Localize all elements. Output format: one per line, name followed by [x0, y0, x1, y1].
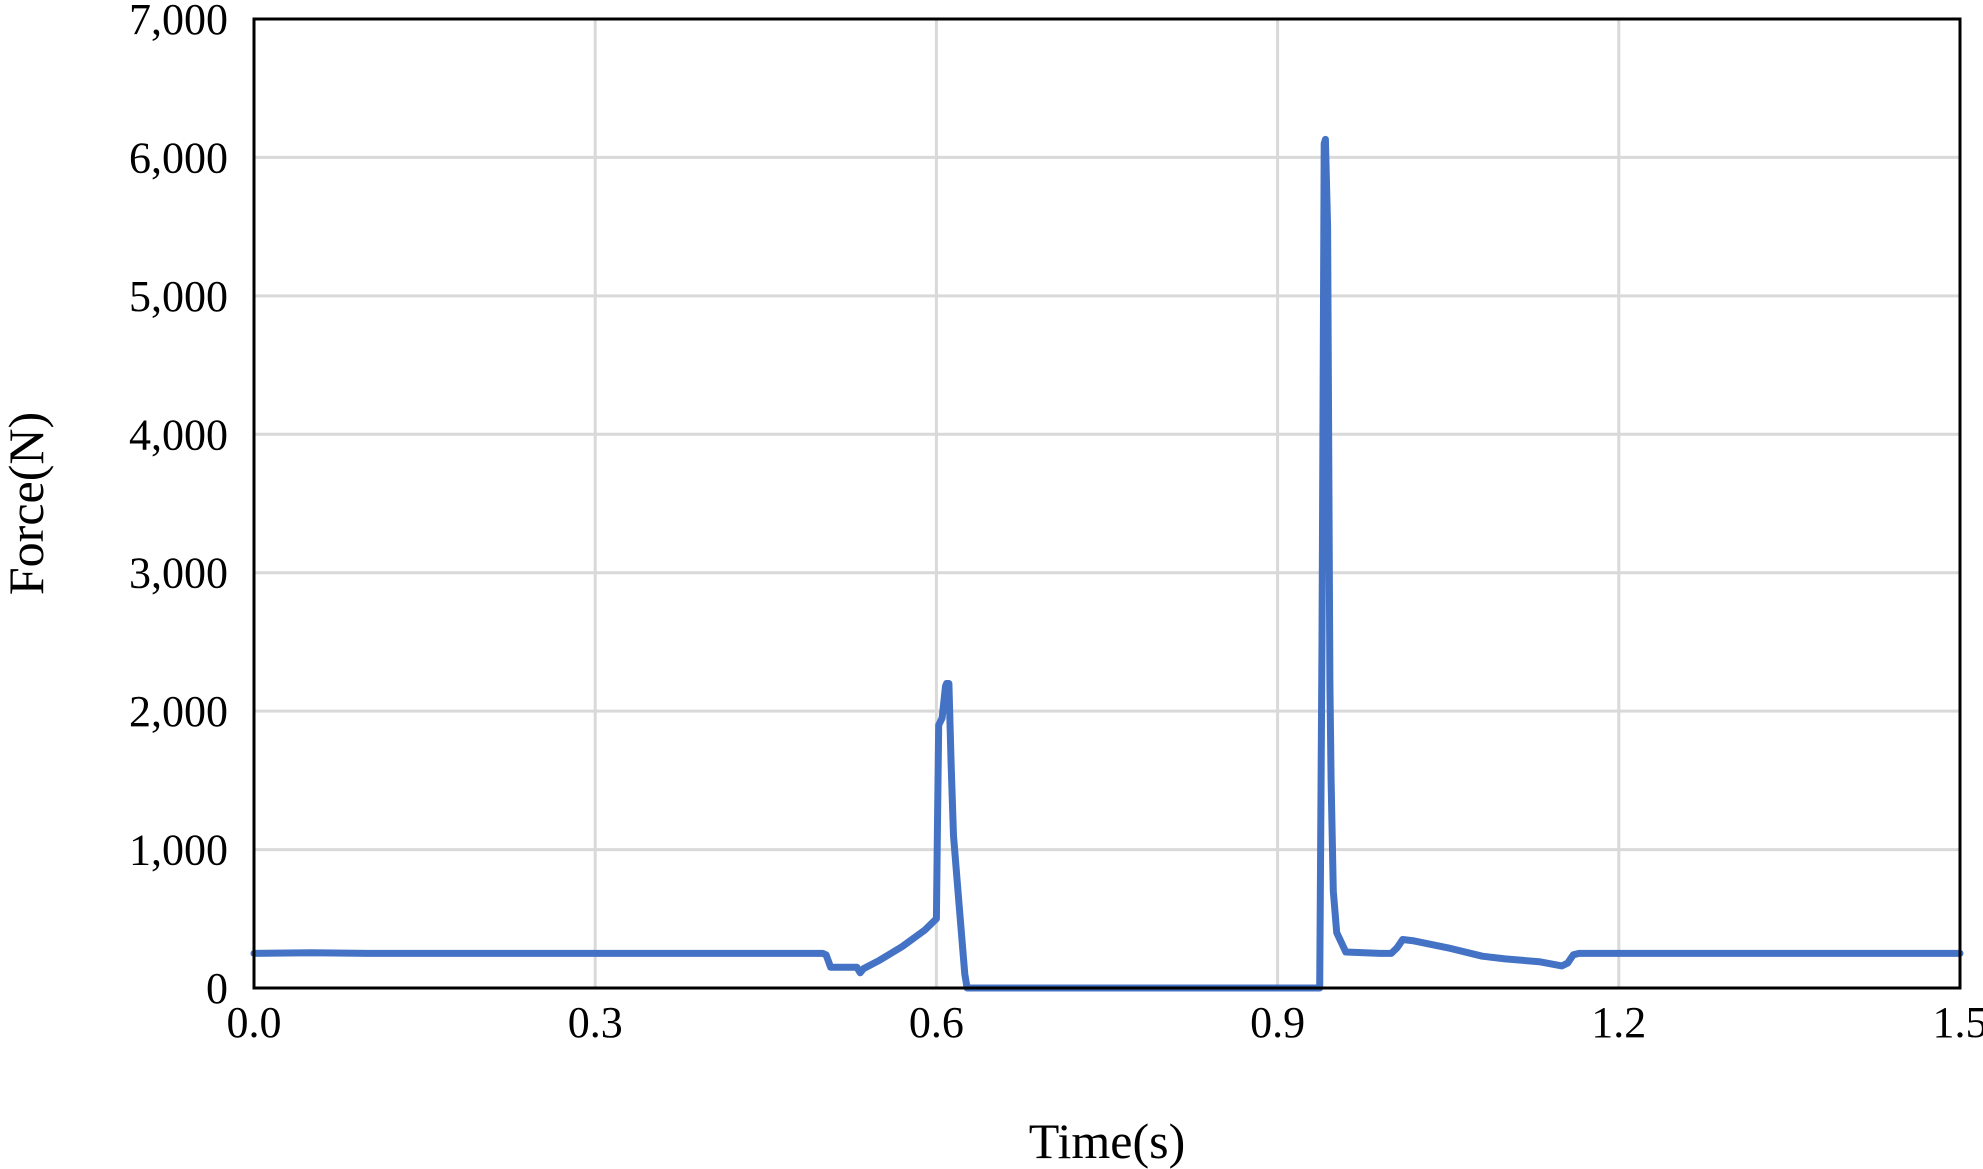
x-axis-tick-labels: 0.0 0.3 0.6 0.9 1.2 1.5	[227, 998, 1983, 1047]
y-tick-label: 4,000	[129, 410, 228, 459]
plot-frame	[252, 17, 1962, 990]
series-layer	[250, 135, 1964, 992]
x-tick-label: 0.6	[909, 998, 964, 1047]
x-tick-label: 1.5	[1933, 998, 1983, 1047]
x-tick-label: 1.2	[1591, 998, 1646, 1047]
y-tick-label: 6,000	[129, 133, 228, 182]
x-tick-label: 0.0	[227, 998, 282, 1047]
y-axis-title: Force(N)	[0, 412, 54, 595]
x-axis-title: Time(s)	[1029, 1113, 1186, 1169]
y-tick-label: 3,000	[129, 549, 228, 598]
y-tick-label: 1,000	[129, 826, 228, 875]
x-tick-label: 0.3	[568, 998, 623, 1047]
grid-lines	[252, 17, 1962, 990]
y-axis-tick-labels: 0 1,000 2,000 3,000 4,000 5,000 6,000 7,000	[129, 0, 228, 1013]
series-line	[250, 135, 1964, 992]
y-tick-label: 0	[206, 964, 228, 1013]
y-tick-label: 5,000	[129, 272, 228, 321]
x-tick-label: 0.9	[1250, 998, 1305, 1047]
y-tick-label: 7,000	[129, 0, 228, 44]
y-tick-label: 2,000	[129, 687, 228, 736]
